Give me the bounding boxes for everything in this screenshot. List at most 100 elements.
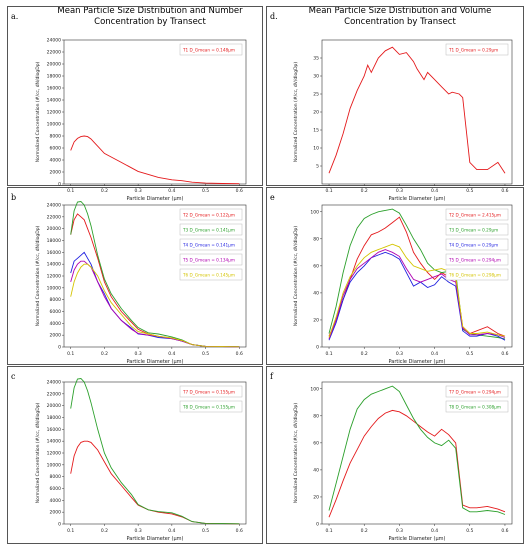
plot-area — [63, 39, 247, 185]
x-tick-label: 0.3 — [396, 351, 403, 357]
y-tick-label: 18000 — [47, 238, 61, 244]
legend-entry: T8 D_Gmean = 0.155μm — [182, 405, 235, 410]
legend-entry: T6 D_Gmean = 0.145μm — [182, 273, 235, 278]
y-tick-label: 22000 — [47, 50, 61, 56]
y-tick-label: 6000 — [50, 486, 62, 492]
y-tick-label: 35 — [313, 56, 319, 62]
y-tick-label: 80 — [313, 236, 319, 242]
panel-letter: d. — [270, 12, 278, 21]
x-tick-label: 0.1 — [67, 528, 74, 534]
y-tick-label: 8000 — [50, 474, 62, 480]
y-tick-label: 4000 — [50, 498, 62, 504]
panel-frame-4 — [266, 187, 524, 365]
panel-letter: a. — [11, 12, 19, 21]
y-tick-label: 25 — [313, 92, 319, 98]
chart-plot: 0.1 0.2 0.3 0.4 0.5 0.6 0 2000 4000 6000 8000 10000… — [35, 378, 247, 542]
right-title-line-2: Concentration by Transect — [344, 17, 456, 27]
y-tick-label: 8000 — [50, 297, 62, 303]
x-tick-label: 0.4 — [431, 351, 438, 357]
left-column-title: Mean Particle Size Distribution and Numb… — [40, 6, 260, 28]
x-tick-label: 0.5 — [466, 351, 473, 357]
series-line — [328, 243, 506, 338]
left-title-line-2: Concentration by Transect — [94, 17, 206, 27]
x-axis-label: Particle Diameter (μm) — [127, 536, 184, 542]
legend-entry: T7 D_Gmean = 0.155μm — [182, 390, 235, 395]
x-tick-label: 0.3 — [396, 188, 403, 194]
legend-box — [179, 43, 243, 56]
x-tick-label: 0.2 — [101, 188, 108, 194]
x-axis-label: Particle Diameter (μm) — [389, 536, 446, 542]
plot-area — [321, 381, 513, 525]
x-tick-label: 0.1 — [325, 188, 332, 194]
y-tick-label: 4000 — [50, 321, 62, 327]
x-tick-label: 0.4 — [168, 188, 175, 194]
legend-box — [445, 223, 509, 236]
x-tick-label: 0.1 — [67, 351, 74, 357]
x-tick-label: 0.5 — [202, 188, 209, 194]
y-tick-label: 14000 — [47, 262, 61, 268]
chart-plot: 0.1 0.2 0.3 0.4 0.5 0.6 0 20 40 60 80 100 Particle D… — [293, 204, 513, 365]
panel-letter: c — [11, 372, 16, 381]
y-tick-label: 60 — [313, 440, 319, 446]
legend-entry: T1 D_Gmean = 0.29μm — [448, 48, 498, 53]
legend-box — [179, 223, 243, 236]
x-tick-label: 0.5 — [466, 188, 473, 194]
x-tick-label: 0.2 — [101, 351, 108, 357]
legend-box — [179, 253, 243, 266]
series-line — [328, 385, 506, 515]
legend-entry: T5 D_Gmean = 0.134μm — [182, 258, 235, 263]
y-axis-label: Normalized Concentration (#/cc, dN/dlogD… — [35, 402, 41, 503]
x-tick-label: 0.2 — [101, 528, 108, 534]
series-line — [328, 46, 506, 174]
y-tick-label: 6000 — [50, 309, 62, 315]
y-tick-label: 10 — [313, 146, 319, 152]
legend-box — [179, 208, 243, 221]
x-tick-label: 0.5 — [202, 528, 209, 534]
right-title-line-1: Mean Particle Size Distribution and Volu… — [308, 6, 492, 16]
y-tick-label: 20 — [313, 317, 319, 323]
series-line — [328, 249, 506, 340]
x-axis-label: Particle Diameter (μm) — [127, 359, 184, 365]
x-axis-label: Particle Diameter (μm) — [389, 359, 446, 365]
x-tick-label: 0.1 — [325, 351, 332, 357]
y-tick-label: 18000 — [47, 74, 61, 80]
y-tick-label: 0 — [58, 345, 61, 351]
y-tick-label: 16000 — [47, 427, 61, 433]
y-tick-label: 20000 — [47, 403, 61, 409]
panel-frame-6 — [266, 366, 524, 544]
x-tick-label: 0.5 — [466, 528, 473, 534]
y-axis-label: Normalized Concentration (#/cc, dV/dlogD… — [293, 403, 299, 504]
y-tick-label: 24000 — [47, 203, 61, 209]
panel-frame-2 — [266, 6, 524, 186]
legend-entry: T6 D_Gmean = 0.298μm — [448, 273, 501, 278]
x-tick-label: 0.5 — [202, 351, 209, 357]
y-tick-label: 10000 — [47, 285, 61, 291]
y-tick-label: 6000 — [50, 146, 62, 152]
y-tick-label: 20000 — [47, 226, 61, 232]
legend-entry: T4 D_Gmean = 0.141μm — [182, 243, 235, 248]
y-tick-label: 2000 — [50, 170, 62, 176]
x-tick-label: 0.1 — [325, 528, 332, 534]
panel-frame-3 — [7, 187, 263, 365]
y-tick-label: 40 — [313, 290, 319, 296]
y-tick-label: 0 — [58, 522, 61, 528]
x-tick-label: 0.4 — [168, 528, 175, 534]
y-tick-label: 4000 — [50, 158, 62, 164]
y-tick-label: 0 — [58, 182, 61, 188]
y-axis-label: Normalized Concentration (#/cc, dN/dlogD… — [35, 225, 41, 326]
y-tick-label: 18000 — [47, 415, 61, 421]
y-tick-label: 14000 — [47, 439, 61, 445]
x-tick-label: 0.3 — [135, 528, 142, 534]
series-line — [328, 251, 506, 341]
legend-box — [445, 400, 509, 413]
legend-box — [179, 385, 243, 398]
x-tick-label: 0.2 — [361, 351, 368, 357]
y-tick-label: 12000 — [47, 274, 61, 280]
x-tick-label: 0.6 — [236, 528, 243, 534]
y-axis-label: Normalized Concentration (#/cc, dN/dlogD… — [35, 61, 41, 162]
y-tick-label: 20000 — [47, 62, 61, 68]
legend-entry: T3 D_Gmean = 0.29μm — [448, 228, 498, 233]
x-tick-label: 0.6 — [236, 188, 243, 194]
legend-entry: T5 D_Gmean = 0.294μm — [448, 258, 501, 263]
legend-entry: T7 D_Gmean = 0.294μm — [448, 390, 501, 395]
